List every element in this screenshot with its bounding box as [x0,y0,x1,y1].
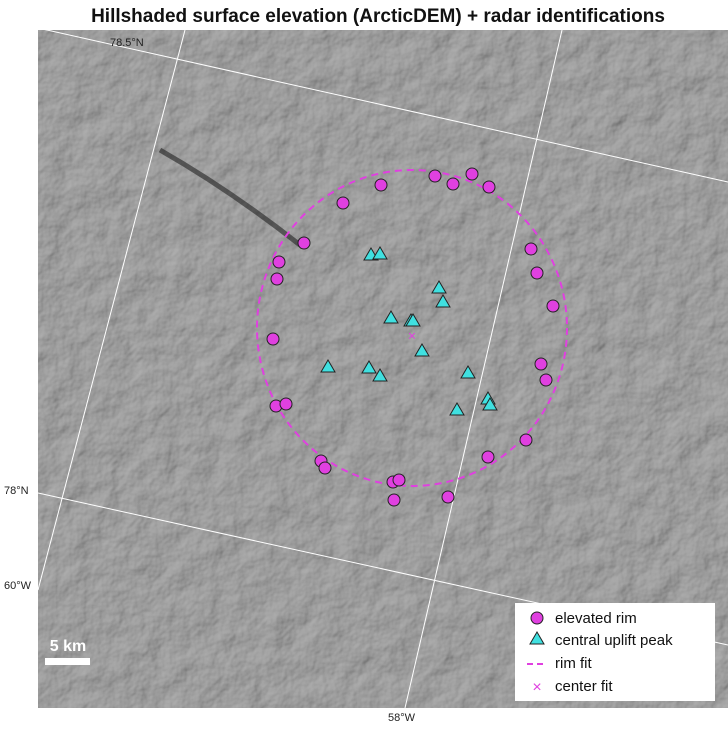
lon-label: 58°W [388,712,416,724]
rim-point [279,397,293,411]
uplift-peak [405,313,421,327]
uplift-peak [460,365,476,379]
uplift-peak [431,280,447,294]
hillshade [38,30,728,708]
rim-point [297,236,311,250]
uplift-peak [449,402,465,416]
rim-point [272,255,286,269]
scale-bar [45,658,90,665]
rim-point [428,169,442,183]
rim-point [519,433,533,447]
rim-point [481,450,495,464]
map-area: × [38,30,728,708]
uplift-peak [435,294,451,308]
rim-point [524,242,538,256]
rim-point [392,473,406,487]
rim-point [465,167,479,181]
rim-point [266,332,280,346]
rim-point [387,493,401,507]
lat-label: 78°N [4,485,29,497]
rim-point [270,272,284,286]
rim-point [546,299,560,313]
uplift-peak [372,246,388,260]
legend-symbol [529,631,545,645]
lat-label: 78.5°N [110,37,144,49]
rim-point [318,461,332,475]
legend-label: rim fit [555,655,592,672]
rim-fit [256,169,568,487]
uplift-peak [320,359,336,373]
center-fit: × [408,328,416,344]
rim-point [446,177,460,191]
legend-label: elevated rim [555,610,637,627]
uplift-peak [361,360,377,374]
legend-label: center fit [555,678,613,695]
rim-point [530,266,544,280]
rim-point [482,180,496,194]
legend-symbol [530,611,544,625]
rim-point [441,490,455,504]
uplift-peak [372,368,388,382]
map-title: Hillshaded surface elevation (ArcticDEM)… [91,6,665,27]
markers [266,167,560,507]
lon-label: 60°W [4,580,32,592]
scale-label: 5 km [50,638,86,655]
uplift-peak [383,310,399,324]
uplift-peak [414,343,430,357]
legend-box [515,603,715,701]
legend-symbol: × [532,679,541,696]
ridge [158,147,302,247]
rim-point [336,196,350,210]
rim-point [534,357,548,371]
uplift-peak [482,397,498,411]
rim-point [374,178,388,192]
rim-point [539,373,553,387]
legend: × elevated rim central uplift peak rim f… [515,603,715,701]
legend-label: central uplift peak [555,632,673,649]
